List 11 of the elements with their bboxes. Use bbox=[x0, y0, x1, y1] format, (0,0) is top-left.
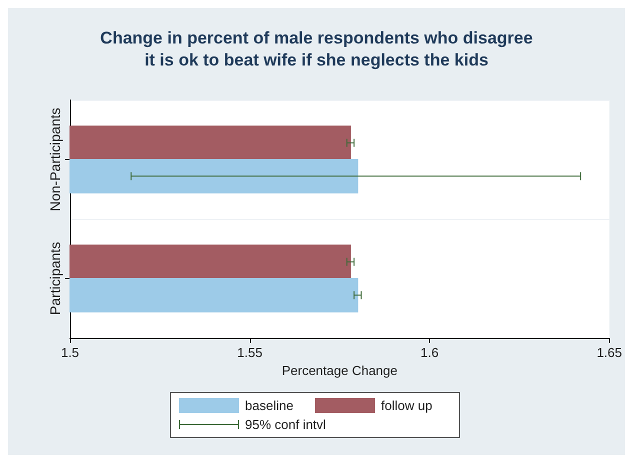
x-tick-label: 1.5 bbox=[60, 345, 80, 360]
x-axis-title: Percentage Change bbox=[282, 362, 398, 378]
text: 95% conf intvl bbox=[245, 417, 326, 432]
y-tick-label: Participants bbox=[47, 242, 63, 316]
legend-label: follow up bbox=[381, 398, 432, 413]
legend-label: baseline bbox=[245, 398, 294, 413]
x-tick-label: 1.55 bbox=[237, 345, 262, 360]
y-tick-label: Non-Participants bbox=[47, 108, 63, 212]
x-tick-label: 1.6 bbox=[420, 345, 439, 360]
x-tick-label: 1.65 bbox=[596, 345, 622, 360]
chart-title: Change in percent of male respondents who disagree it is ok to beat wife if she neglects the kids bbox=[100, 28, 533, 70]
